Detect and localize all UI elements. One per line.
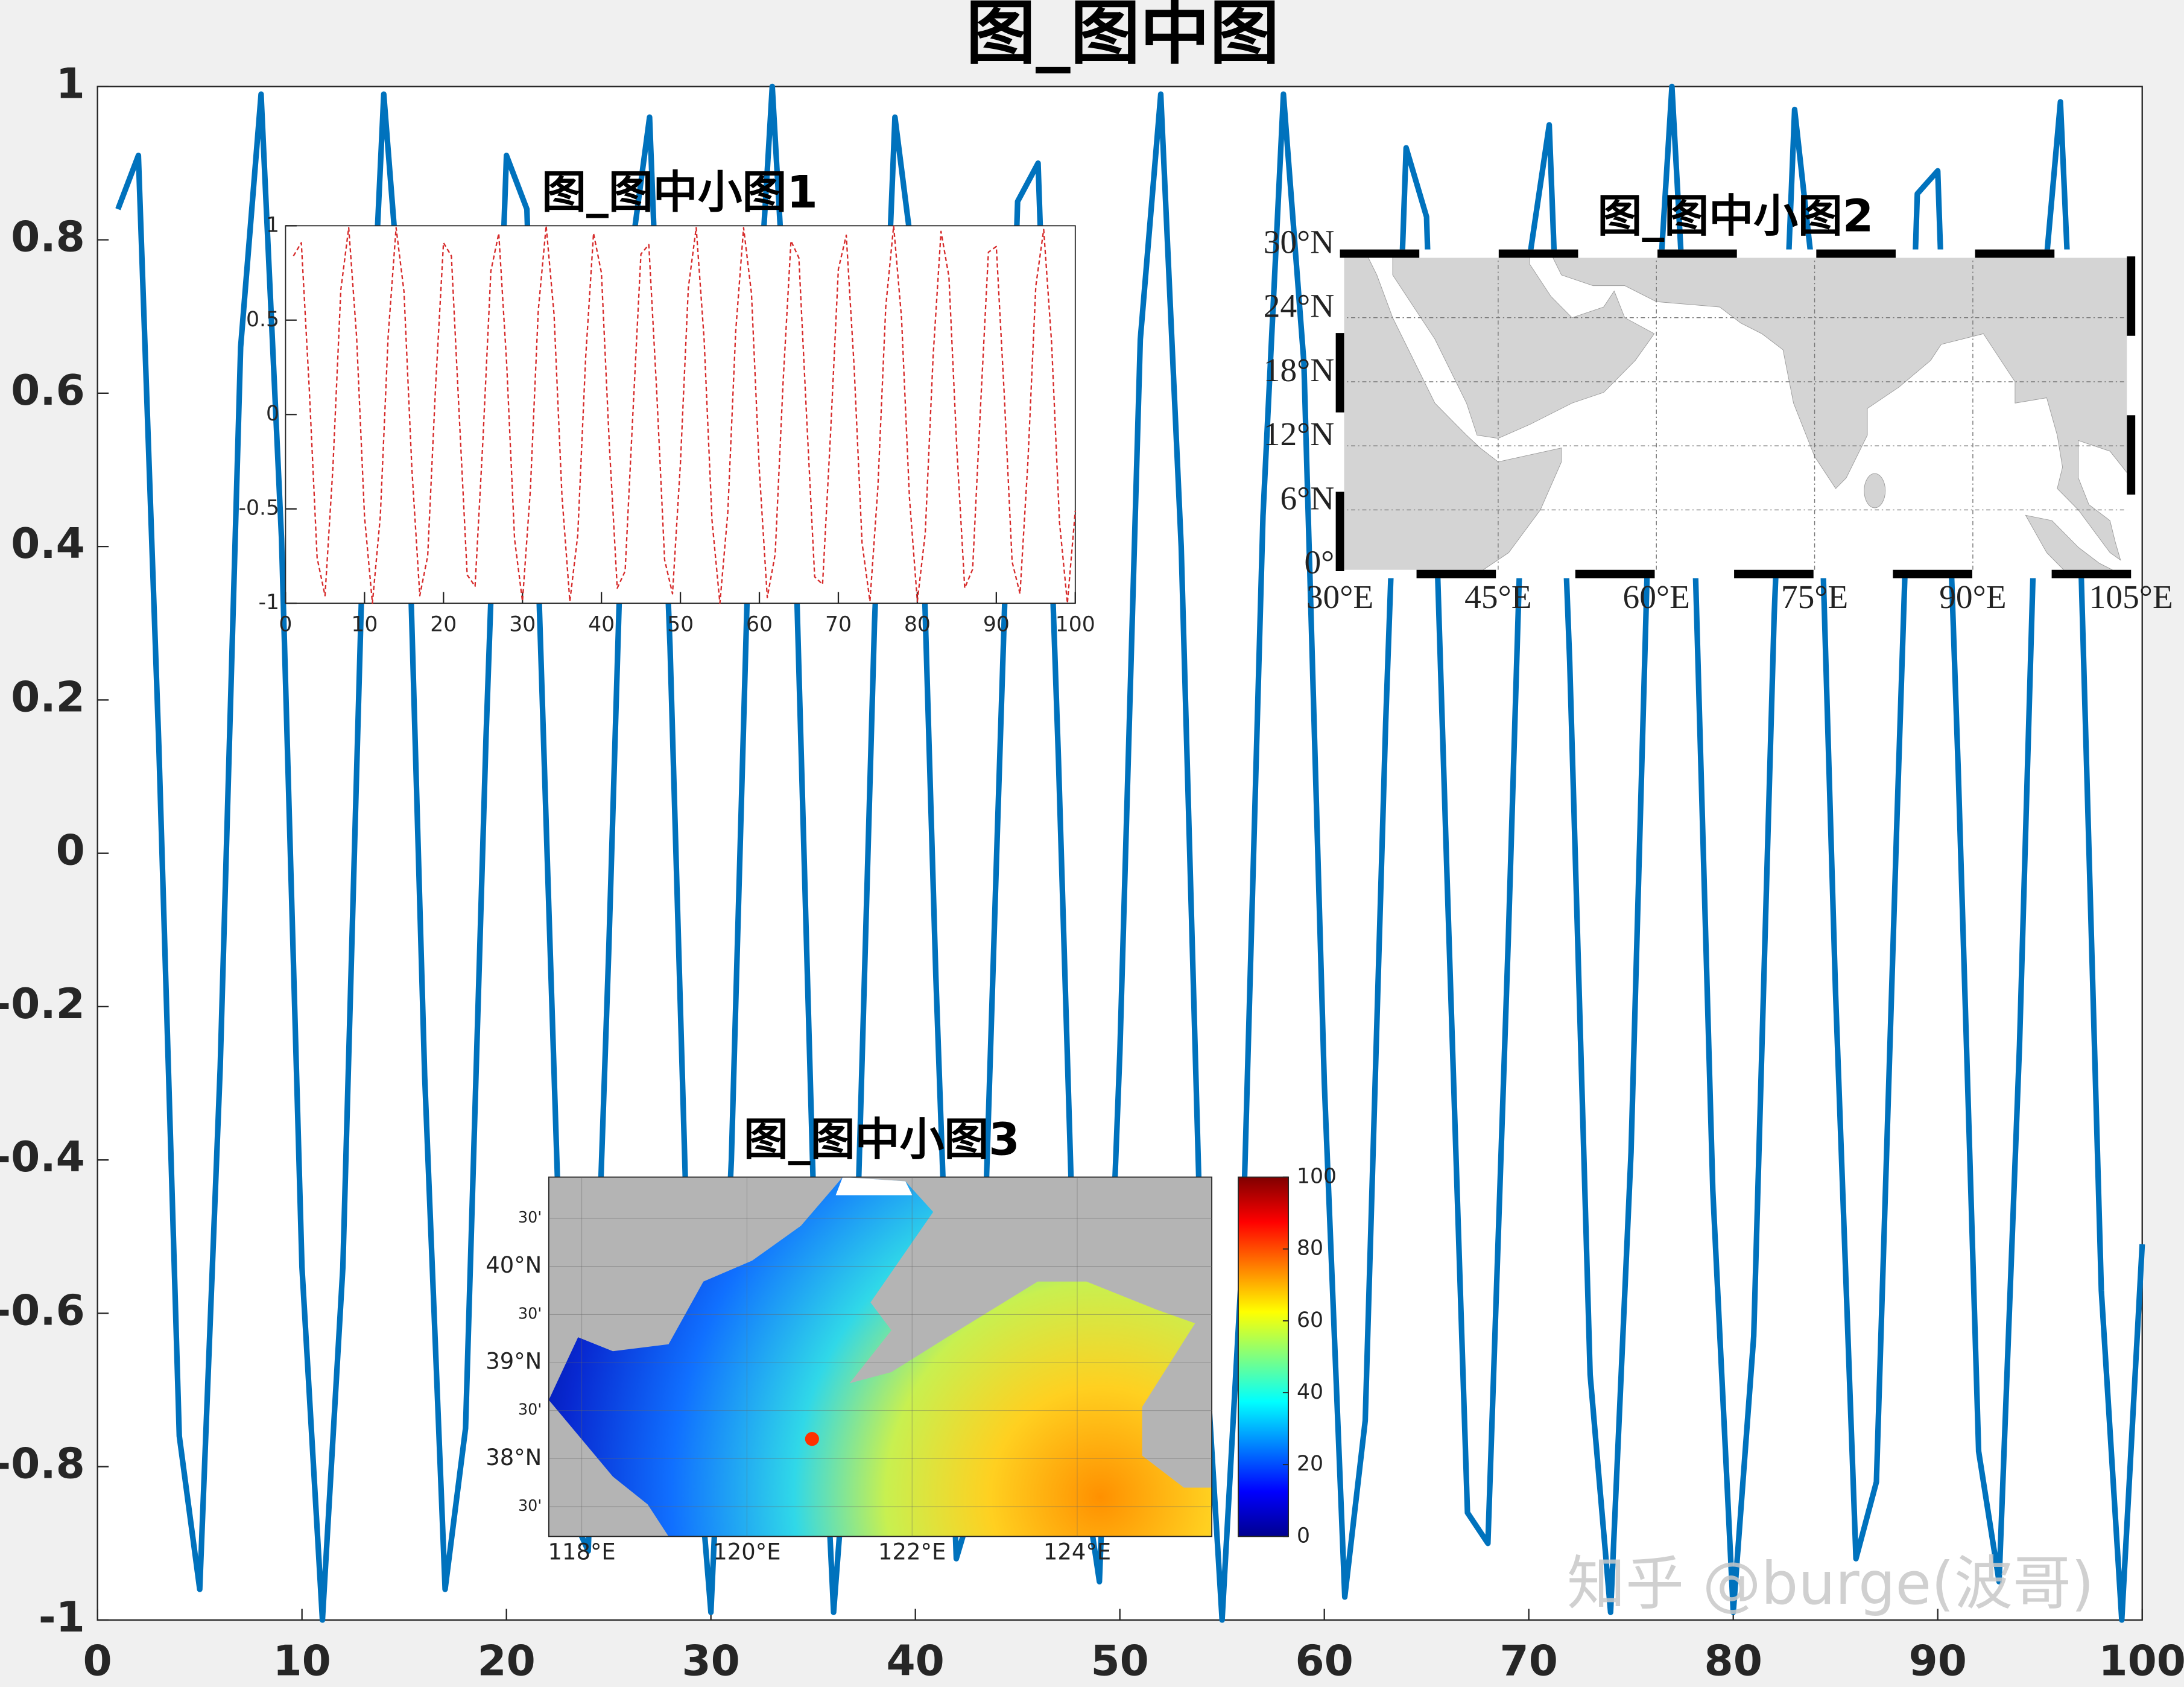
y-tick-label: 0 (266, 402, 279, 426)
y-tick-label: -0.2 (0, 980, 85, 1028)
y-tick-label: 0.2 (11, 673, 85, 721)
x-tick-label: 90°E (1939, 578, 2006, 615)
y-tick-label: -0.5 (238, 496, 279, 521)
colorbar-tick-label: 40 (1297, 1380, 1323, 1404)
x-tick-label: 30 (509, 613, 536, 637)
watermark: 知乎 @burge(波哥) (1567, 1549, 2094, 1618)
x-tick-label: 80 (904, 613, 931, 637)
y-tick-label: -0.8 (0, 1440, 85, 1489)
x-tick-label: 40 (588, 613, 615, 637)
x-tick-label: 60 (746, 613, 773, 637)
x-tick-label: 120°E (713, 1539, 780, 1565)
x-tick-label: 20 (430, 613, 457, 637)
x-tick-label: 30°E (1306, 578, 1373, 615)
y-tick-label: 18°N (1264, 352, 1335, 388)
x-tick-label: 40 (886, 1638, 944, 1686)
y-tick-label: -0.6 (0, 1287, 85, 1335)
sea-field (548, 1177, 1212, 1537)
y-tick-label: 0° (1304, 544, 1334, 581)
y-tick-label: -1 (258, 590, 279, 615)
data-line (293, 225, 1076, 604)
x-tick-label: 118°E (548, 1539, 615, 1565)
y-tick-label: 0 (56, 827, 85, 875)
x-tick-label: 100 (2098, 1638, 2184, 1686)
x-tick-label: 30 (682, 1638, 739, 1686)
x-tick-label: 0 (83, 1638, 112, 1686)
x-tick-label: 75°E (1781, 578, 1848, 615)
y-tick-label: 30' (518, 1304, 542, 1322)
colorbar-tick-label: 80 (1297, 1236, 1323, 1261)
x-tick-label: 70 (825, 613, 852, 637)
y-tick-label: -1 (39, 1594, 85, 1642)
y-tick-label: 39°N (486, 1349, 542, 1375)
y-tick-label: 30' (518, 1401, 542, 1419)
x-tick-label: 90 (983, 613, 1010, 637)
data-line (115, 83, 2145, 1623)
y-tick-label: 0.8 (11, 214, 85, 262)
inset1-axes (285, 225, 1076, 604)
y-tick-label: 12°N (1264, 416, 1335, 452)
map-frame-dash (1335, 249, 2136, 578)
x-tick-label: 20 (477, 1638, 535, 1686)
y-tick-label: 30°N (1264, 223, 1335, 260)
x-tick-label: 90 (1909, 1638, 1967, 1686)
x-tick-label: 105°E (2089, 578, 2173, 615)
inset3-layer: 118°E 120°E 122°E 124°E 30' 38°N 30' 39°N 30' 40°… (486, 1165, 1337, 1565)
inset1-layer: 0 10 20 30 40 50 60 70 80 90 100 -1 -0.5 0 0.5 1 (238, 213, 1095, 636)
x-tick-label: 70 (1500, 1638, 1558, 1686)
colorbar-tick-label: 100 (1297, 1165, 1337, 1189)
inset1-title: 图_图中小图1 (542, 166, 818, 218)
inset2-title: 图_图中小图2 (1598, 190, 1874, 242)
colorbar (1238, 1176, 1290, 1537)
y-tick-label: 30' (518, 1208, 542, 1226)
x-tick-label: 0 (279, 613, 292, 637)
y-tick-label: 0.4 (11, 520, 85, 568)
y-tick-label: 24°N (1264, 288, 1335, 324)
hotspot (805, 1432, 819, 1446)
x-tick-label: 50 (667, 613, 694, 637)
colorbar-tick-label: 60 (1297, 1308, 1323, 1332)
x-tick-label: 50 (1090, 1638, 1148, 1686)
x-tick-label: 124°E (1043, 1539, 1111, 1565)
y-tick-label: 0.5 (246, 308, 279, 332)
colorbar-tick-label: 0 (1297, 1524, 1310, 1548)
chart-title: 图_图中图 (966, 0, 1280, 74)
blank-patch (835, 1177, 913, 1195)
y-tick-label: 38°N (486, 1445, 542, 1470)
land (1340, 253, 2132, 575)
y-tick-label: 1 (56, 60, 85, 108)
y-tick-label: 30' (518, 1496, 542, 1515)
colorbar-tick-label: 20 (1297, 1452, 1323, 1476)
x-tick-label: 100 (1056, 613, 1095, 637)
inset3-frame (548, 1176, 1213, 1537)
x-tick-label: 45°E (1464, 578, 1531, 615)
x-tick-label: 60°E (1623, 578, 1690, 615)
main-layer: 0 10 20 30 40 50 60 70 80 90 100-1-0.8-0.6-0.4-0.2… (0, 60, 2184, 1685)
inset3-title: 图_图中小图3 (744, 1113, 1020, 1165)
x-tick-label: 122°E (878, 1539, 946, 1565)
x-tick-label: 10 (351, 613, 378, 637)
y-tick-label: -0.4 (0, 1133, 85, 1182)
x-tick-label: 60 (1295, 1638, 1353, 1686)
y-tick-label: 6°N (1280, 480, 1334, 516)
x-tick-label: 10 (273, 1638, 331, 1686)
x-tick-label: 80 (1704, 1638, 1762, 1686)
y-tick-label: 1 (266, 213, 279, 237)
y-tick-label: 0.6 (11, 367, 85, 415)
y-tick-label: 40°N (486, 1252, 542, 1278)
